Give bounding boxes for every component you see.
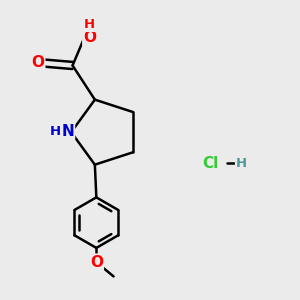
Text: N: N xyxy=(61,124,74,139)
Text: O: O xyxy=(90,255,103,270)
Text: H: H xyxy=(50,125,61,138)
Text: H: H xyxy=(84,18,95,31)
Text: Cl: Cl xyxy=(202,156,218,171)
Text: O: O xyxy=(31,55,44,70)
Text: H: H xyxy=(236,157,247,170)
Text: O: O xyxy=(83,30,96,45)
